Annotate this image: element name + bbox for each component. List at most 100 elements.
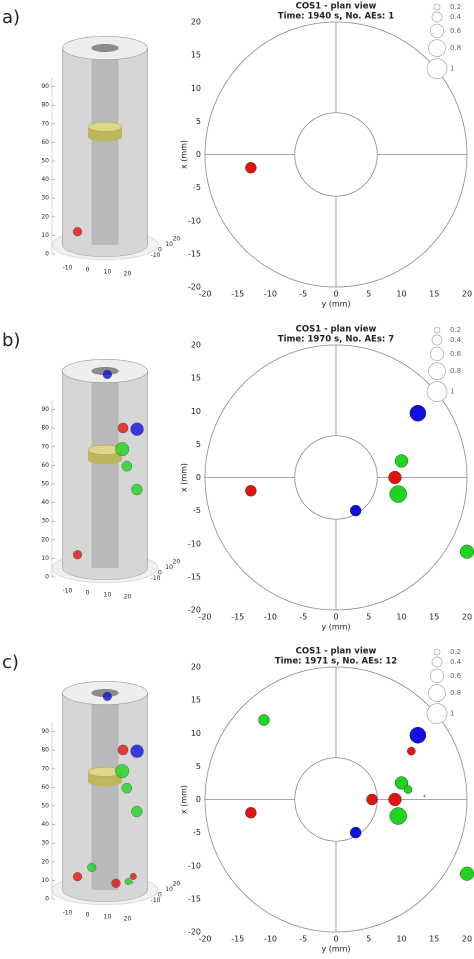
x-axis-label: y (mm) — [321, 300, 350, 309]
x-tick-label: -20 — [198, 613, 211, 622]
z-tick-label: 70 — [41, 765, 49, 772]
size-legend-circle — [426, 381, 448, 402]
ae-point — [245, 485, 257, 497]
ae-point — [409, 404, 427, 422]
x-tick-label: -5 — [299, 935, 307, 944]
ae-point-3d — [72, 872, 83, 882]
y-tick-label: 10 — [191, 84, 201, 93]
ae-point — [459, 866, 474, 881]
ae-point — [403, 785, 413, 794]
view-y-tick-label: 10 — [104, 269, 112, 276]
size-legend-circle — [429, 23, 445, 38]
inner-circle — [294, 435, 378, 520]
y-tick-label: 10 — [191, 729, 201, 738]
ae-point-3d — [121, 460, 133, 472]
y-tick-label: -10 — [188, 216, 201, 225]
ae-point — [394, 454, 409, 468]
z-tick-label: 80 — [41, 102, 49, 109]
x-tick-label: -15 — [231, 290, 244, 299]
view-y-tick-label: 0 — [86, 590, 90, 597]
ae-point-3d — [115, 442, 130, 457]
size-legend-label: 1 — [450, 65, 454, 73]
size-legend-circle — [429, 668, 445, 683]
z-tick-label: 40 — [41, 176, 49, 183]
y-tick-label: 5 — [196, 440, 201, 449]
view-x-tick-label: 20 — [173, 235, 181, 242]
z-tick-label: 80 — [41, 425, 49, 432]
z-tick-label: 0 — [45, 251, 49, 258]
ae-point-3d — [124, 878, 132, 885]
x-tick-label: 15 — [429, 613, 439, 622]
view-x-tick-label: 10 — [165, 886, 173, 893]
size-legend-label: 0.8 — [450, 44, 461, 52]
z-tick-label: 80 — [41, 747, 49, 754]
z-tick-label: 70 — [41, 120, 49, 127]
size-legend-label: 0.4 — [450, 336, 462, 344]
size-legend-circle — [433, 326, 441, 334]
y-tick-label: 15 — [191, 374, 201, 383]
view-y-tick-label: 0 — [86, 267, 90, 274]
ae-point — [389, 485, 407, 503]
ae-point — [366, 793, 378, 806]
view-y-tick-label: -10 — [63, 265, 73, 272]
ae-point — [349, 504, 362, 517]
view-y-tick-label: 10 — [104, 592, 112, 599]
x-tick-label: -15 — [231, 613, 244, 622]
chart-subtitle: Time: 1940 s, No. AEs: 1 — [278, 12, 395, 22]
ae-point — [409, 726, 427, 744]
y-tick-label: 0 — [196, 150, 201, 159]
z-tick-label: 70 — [41, 443, 49, 450]
x-tick-label: -10 — [264, 613, 277, 622]
z-tick-label: 0 — [45, 896, 49, 903]
y-tick-label: -15 — [188, 249, 201, 258]
top-bore — [91, 44, 119, 52]
z-tick-label: 10 — [41, 232, 49, 239]
ae-point-3d — [72, 550, 83, 560]
z-tick-label: 90 — [41, 83, 49, 90]
size-legend-label: 1 — [450, 710, 454, 718]
x-tick-label: -5 — [299, 613, 307, 622]
z-tick-label: 50 — [41, 481, 49, 488]
size-legend-label: 0.4 — [450, 13, 462, 21]
z-tick-label: 60 — [41, 784, 49, 791]
inner-bore — [91, 693, 119, 890]
view-x-tick-label: -10 — [151, 252, 161, 259]
view-y-tick-label: 10 — [104, 914, 112, 921]
ae-point-3d — [130, 744, 144, 758]
size-legend-circle — [428, 39, 446, 57]
chart-title: COS1 - plan view — [296, 647, 377, 657]
z-tick-label: 10 — [41, 877, 49, 884]
chart-title: COS1 - plan view — [296, 325, 377, 335]
size-legend-circle — [428, 684, 446, 702]
view-x-tick-label: -10 — [151, 575, 161, 582]
view-y-tick-label: 20 — [124, 594, 132, 601]
ae-point-3d — [115, 764, 130, 779]
size-legend-circle — [426, 703, 448, 724]
y-tick-label: 20 — [191, 18, 201, 27]
y-axis-label: x (mm) — [180, 140, 189, 169]
x-tick-label: 10 — [396, 613, 406, 622]
y-tick-label: 15 — [191, 51, 201, 60]
size-legend-label: 0.2 — [450, 648, 461, 656]
y-tick-label: 10 — [191, 407, 201, 416]
inner-bore — [91, 48, 119, 245]
size-legend-circle — [431, 11, 443, 23]
y-tick-label: -15 — [188, 572, 201, 581]
ae-point-3d — [87, 862, 97, 872]
view-x-tick-label: 10 — [165, 564, 173, 571]
view-x-tick-label: 10 — [165, 241, 173, 248]
ae-point-3d — [131, 881, 134, 884]
z-tick-label: 20 — [41, 213, 49, 220]
ae-point — [245, 807, 257, 819]
view-y-tick-label: -10 — [63, 588, 73, 595]
z-tick-label: 50 — [41, 158, 49, 165]
size-legend-circle — [431, 334, 443, 346]
ae-point — [245, 162, 257, 174]
x-tick-label: 20 — [462, 290, 472, 299]
z-tick-label: 10 — [41, 555, 49, 562]
ae-point — [389, 807, 407, 825]
x-tick-label: 10 — [396, 290, 406, 299]
z-tick-label: 30 — [41, 195, 49, 202]
